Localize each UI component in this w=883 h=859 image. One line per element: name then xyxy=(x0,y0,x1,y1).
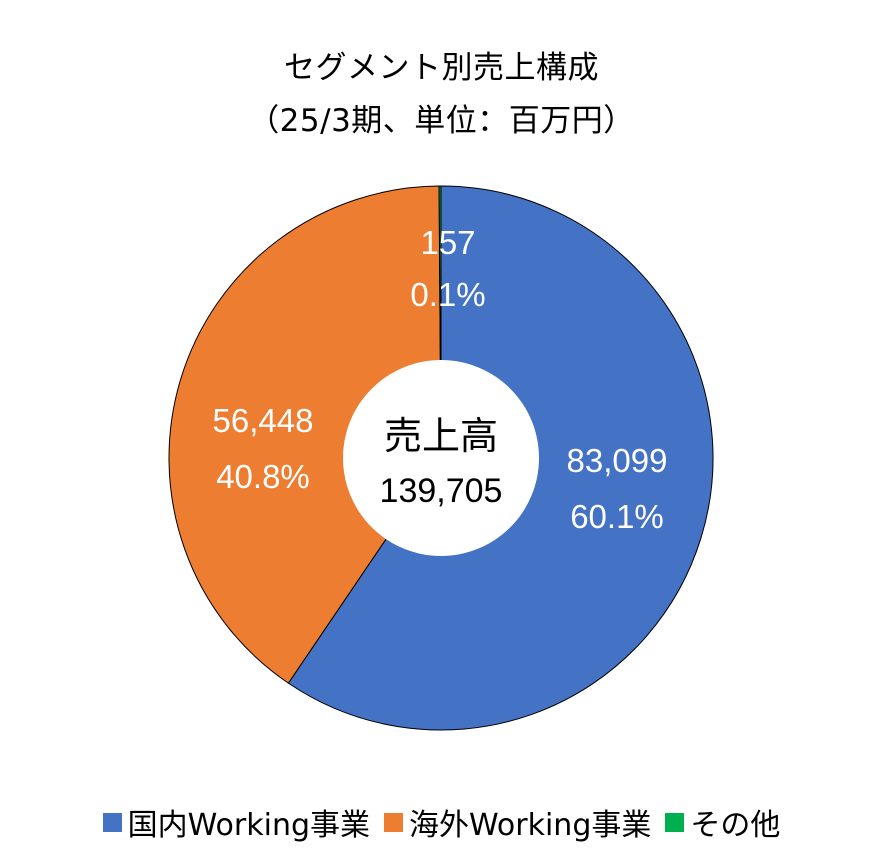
slice-other xyxy=(438,185,442,459)
legend-swatch-other xyxy=(665,812,685,832)
center-label: 売上高 xyxy=(384,414,498,458)
value-label-overseas: 56,448 xyxy=(213,402,314,439)
value-label-other: 157 xyxy=(420,224,475,261)
legend-label-overseas: 海外Working事業 xyxy=(409,808,652,843)
labels-group: 83,099 60.1% 56,448 40.8% 157 0.1% xyxy=(213,224,668,535)
percent-label-overseas: 40.8% xyxy=(216,458,310,495)
percent-label-domestic: 60.1% xyxy=(570,498,664,535)
legend: 国内Working事業 海外Working事業 その他 xyxy=(0,800,883,844)
legend-label-domestic: 国内Working事業 xyxy=(127,808,370,843)
legend-swatch-domestic xyxy=(102,812,122,832)
legend-swatch-overseas xyxy=(384,812,403,832)
donut-hole xyxy=(343,360,539,556)
legend-label-other: その他 xyxy=(690,808,781,843)
chart-title: セグメント別売上構成 xyxy=(284,50,599,86)
value-label-domestic: 83,099 xyxy=(567,442,668,479)
legend-item-domestic: 国内Working事業 xyxy=(102,800,370,844)
legend-item-overseas: 海外Working事業 xyxy=(384,800,651,844)
center-value: 139,705 xyxy=(380,472,503,510)
slice-overseas xyxy=(168,185,442,684)
percent-label-other: 0.1% xyxy=(410,276,485,313)
legend-item-other: その他 xyxy=(665,800,780,844)
chart-subtitle: （25/3期、単位：百万円） xyxy=(248,103,635,139)
